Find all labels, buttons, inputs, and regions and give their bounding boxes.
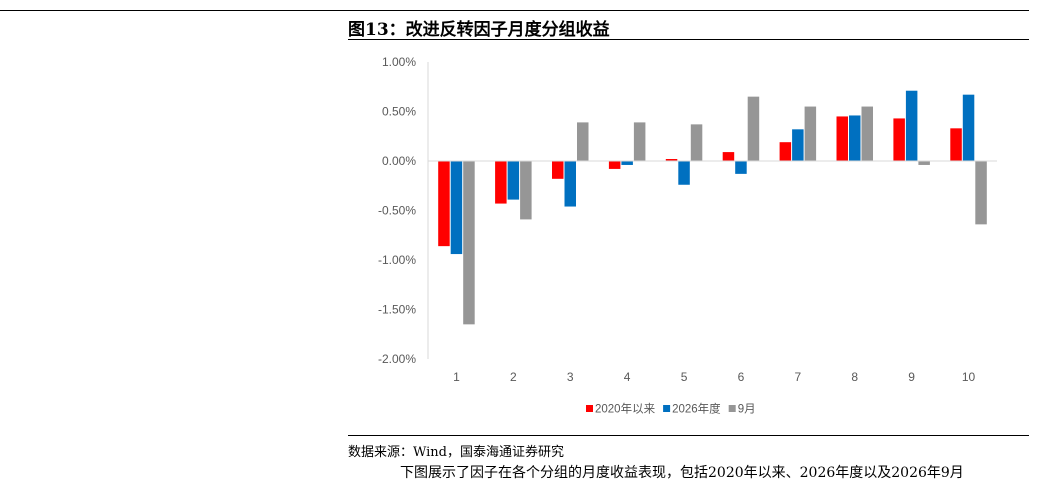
bar xyxy=(520,161,532,220)
legend-label: 2026年度 xyxy=(672,402,721,416)
bar xyxy=(507,161,520,200)
bar xyxy=(836,116,848,161)
bars xyxy=(438,90,987,325)
bar xyxy=(893,118,905,161)
bar xyxy=(804,106,817,161)
bar xyxy=(438,161,450,247)
x-tick-label: 8 xyxy=(851,370,858,384)
x-tick-label: 3 xyxy=(567,370,574,384)
legend-label: 9月 xyxy=(738,404,756,416)
bar xyxy=(962,94,975,161)
bar xyxy=(722,152,735,161)
bar xyxy=(564,161,576,207)
bar xyxy=(779,142,792,161)
source-rule xyxy=(348,435,1029,436)
y-tick-label: 0.00% xyxy=(382,154,416,168)
bar xyxy=(918,161,930,165)
legend: 2020年以来 2026年度 9月 xyxy=(586,402,756,416)
x-tick-label: 2 xyxy=(510,370,517,384)
bar xyxy=(747,96,760,161)
x-tick-label: 4 xyxy=(624,370,631,384)
bar xyxy=(905,90,918,161)
bar xyxy=(678,161,690,185)
source-note: 数据来源：Wind，国泰海通证券研究 xyxy=(348,445,564,460)
bar xyxy=(463,161,475,325)
x-tick-label: 7 xyxy=(795,370,802,384)
y-tick-label: -2.00% xyxy=(378,352,416,366)
legend-swatch xyxy=(586,405,593,412)
bar xyxy=(950,128,962,161)
bar xyxy=(975,161,987,225)
bar xyxy=(861,106,873,161)
bar xyxy=(577,122,589,161)
x-tick-label: 10 xyxy=(962,370,976,384)
bar xyxy=(792,129,804,161)
x-axis-tick-labels: 1 2 3 4 5 6 7 8 9 10 xyxy=(453,370,975,384)
bar xyxy=(621,161,633,165)
x-tick-label: 9 xyxy=(908,370,915,384)
bar xyxy=(552,161,564,179)
figure-title: 图13：改进反转因子月度分组收益 xyxy=(348,20,610,40)
y-axis-tick-labels: 1.00% 0.50% 0.00% -0.50% -1.00% -1.50% -2.00% xyxy=(378,55,416,366)
bar xyxy=(608,161,621,169)
y-tick-label: -1.00% xyxy=(378,253,416,267)
legend-swatch xyxy=(663,405,671,412)
top-rule xyxy=(0,10,1029,11)
bar xyxy=(690,124,703,161)
legend-swatch xyxy=(728,405,736,412)
bar xyxy=(633,122,646,161)
title-rule xyxy=(348,39,1029,40)
bar xyxy=(849,115,861,161)
legend-label: 2020年以来 xyxy=(595,402,656,416)
y-tick-label: 0.50% xyxy=(382,105,416,119)
bar xyxy=(665,159,678,161)
bar xyxy=(735,161,747,174)
bar xyxy=(495,161,507,204)
x-tick-label: 5 xyxy=(681,370,688,384)
x-tick-label: 1 xyxy=(453,370,460,384)
bar-chart: 1.00%0.50%0.00%-0.50%-1.00%-1.50%-2.00% … xyxy=(378,55,997,416)
body-paragraph: 下图展示了因子在各个分组的月度收益表现，包括2020年以来、2026年度以及20… xyxy=(400,465,964,481)
x-tick-label: 6 xyxy=(738,370,745,384)
y-tick-label: -0.50% xyxy=(378,204,416,218)
bar xyxy=(450,161,463,255)
y-tick-label: -1.50% xyxy=(378,303,416,317)
y-tick-label: 1.00% xyxy=(382,55,416,69)
